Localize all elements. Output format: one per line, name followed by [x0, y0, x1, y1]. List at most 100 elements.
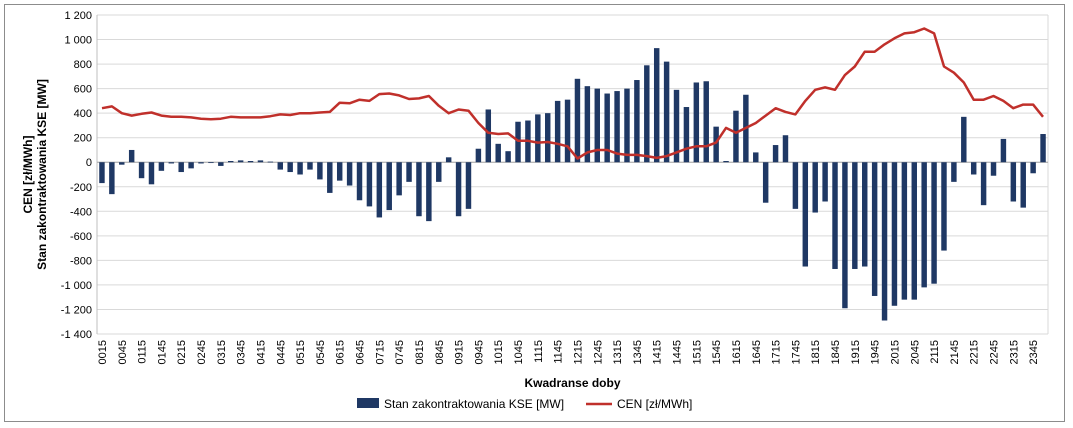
bar [1010, 162, 1017, 202]
x-tick-label: 0245 [196, 340, 208, 364]
x-tick-label: 2245 [989, 340, 1001, 364]
legend-label-bars: Stan zakontraktowania KSE [MW] [384, 397, 564, 411]
x-tick-label: 1245 [592, 340, 604, 364]
y-tick-label: 600 [74, 84, 92, 96]
bar [634, 80, 640, 163]
x-tick-label: 0115 [137, 340, 149, 364]
legend-label-line: CEN [zł/MWh] [617, 397, 692, 411]
cen-line [101, 27, 1044, 160]
bar [198, 162, 204, 164]
x-tick-label: 0345 [236, 340, 248, 364]
bar [663, 61, 670, 163]
x-tick-label: 1745 [790, 340, 802, 364]
x-tick-label: 1345 [632, 340, 644, 364]
bar [802, 162, 809, 267]
bar [465, 162, 472, 209]
x-tick-label: 0545 [315, 340, 327, 364]
bar [366, 162, 373, 207]
bar [148, 162, 155, 185]
bar [842, 162, 848, 309]
x-tick-label: 0645 [355, 340, 367, 364]
x-tick-label: 1645 [751, 340, 763, 364]
bar [812, 162, 818, 213]
bar [128, 149, 135, 163]
bar [1030, 162, 1036, 174]
bar [535, 114, 541, 163]
bar [257, 160, 264, 163]
bar [317, 162, 323, 180]
bar [1020, 162, 1026, 208]
bar [832, 162, 838, 269]
y-tick-label: -1 200 [61, 304, 92, 316]
chart-svg: -1 400 -1 200 -1 000 -800 -600 -400 -200 0 200 40… [21, 10, 1049, 411]
bar [1040, 134, 1046, 163]
y-tick-label: 200 [74, 133, 92, 145]
bar [564, 99, 571, 163]
bar [455, 162, 462, 217]
x-tick-label: 1715 [771, 340, 783, 364]
x-tick-label: 1115 [533, 340, 545, 363]
bar [891, 162, 898, 306]
bar [604, 93, 610, 163]
x-tick-label: 1945 [870, 340, 882, 364]
bar [505, 151, 511, 163]
y-axis-ticks: -1 400 -1 200 -1 000 -800 -600 -400 -200 0 200 40… [61, 10, 92, 341]
x-tick-label: 2145 [949, 340, 961, 364]
x-tick-label: 0715 [374, 340, 386, 364]
bar [723, 161, 729, 163]
x-tick-label: 0815 [414, 340, 426, 364]
y-axis-title: CEN [zł/MWh]Stan zakontraktowania KSE [M… [21, 79, 49, 270]
bar [733, 110, 739, 163]
bar [228, 161, 234, 163]
bar [644, 65, 650, 163]
y-axis-title-line: Stan zakontraktowania KSE [MW] [35, 79, 49, 270]
x-tick-label: 1515 [691, 340, 703, 364]
bar [901, 162, 908, 300]
bar [545, 113, 551, 163]
bar [772, 145, 779, 163]
bar [554, 100, 561, 163]
x-tick-label: 0145 [156, 340, 168, 364]
bar [980, 162, 987, 206]
bar [287, 162, 293, 173]
bar [683, 107, 690, 163]
bar [109, 162, 115, 195]
bar [346, 162, 353, 186]
bar [574, 78, 581, 163]
x-tick-label: 0615 [335, 340, 347, 364]
bar [416, 162, 422, 217]
bar [495, 143, 501, 163]
bar [951, 162, 957, 182]
bar [396, 162, 402, 196]
y-tick-label: 1 200 [64, 10, 92, 22]
x-tick-label: 1845 [830, 340, 842, 364]
x-tick-label: 2215 [969, 340, 981, 364]
bar [119, 162, 125, 165]
bar [693, 82, 700, 163]
axis-titles: Kwadranse doby CEN [zł/MWh]Stan zakontra… [21, 79, 621, 390]
bar [277, 162, 283, 170]
y-tick-label: 800 [74, 59, 92, 71]
x-tick-label: 0445 [275, 340, 287, 364]
bar [862, 162, 868, 267]
y-tick-label: 400 [74, 108, 92, 120]
bar [475, 148, 482, 163]
x-tick-label: 0945 [473, 340, 485, 364]
x-tick-label: 2045 [909, 340, 921, 364]
bar [376, 162, 383, 218]
bar [753, 152, 759, 163]
bar [237, 160, 244, 163]
x-tick-label: 0915 [454, 340, 466, 364]
x-tick-label: 1545 [711, 340, 723, 364]
bar [1000, 138, 1007, 163]
y-tick-label: -800 [70, 255, 92, 267]
bar [267, 161, 274, 163]
bar [445, 157, 452, 163]
x-tick-label: 1215 [572, 340, 584, 364]
x-axis-ticks: 0015 0045 0115 0145 0215 0245 0315 0345 0415 0445… [97, 340, 1040, 364]
bar [138, 162, 145, 179]
bar [921, 162, 927, 288]
x-tick-label: 1415 [652, 340, 664, 364]
legend: Stan zakontraktowania KSE [MW] CEN [zł/MW… [357, 397, 692, 411]
bar [485, 109, 492, 163]
